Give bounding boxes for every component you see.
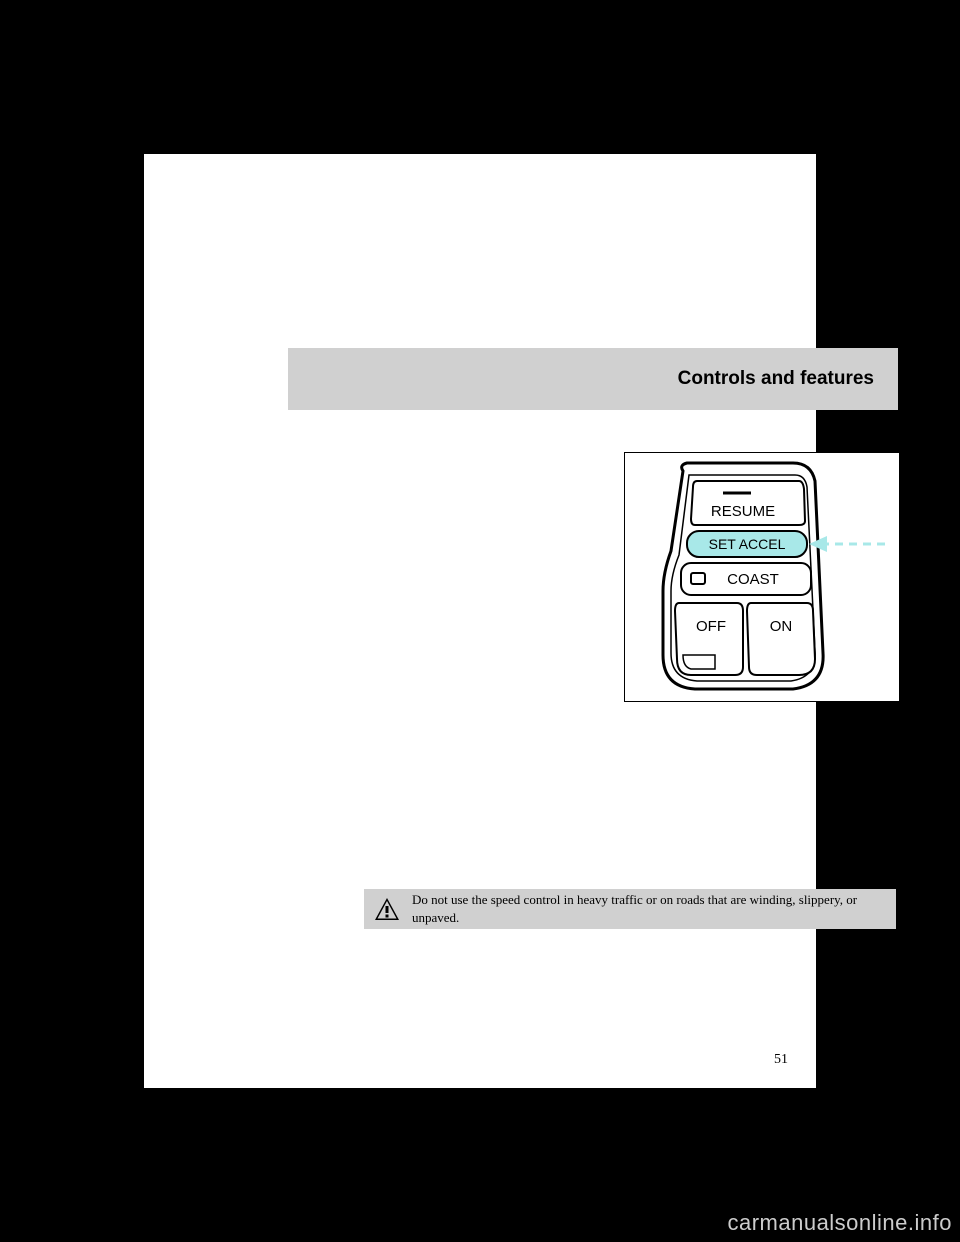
off-label: OFF [696,618,726,635]
warning-callout: Do not use the speed control in heavy tr… [364,889,896,929]
remote-illustration: RESUME SET ACCEL COAST OFF ON [625,453,901,703]
resume-label: RESUME [711,503,775,520]
speed-control-diagram: RESUME SET ACCEL COAST OFF ON [624,452,900,702]
warning-text: Do not use the speed control in heavy tr… [412,891,886,926]
coast-label: COAST [727,571,779,588]
on-label: ON [770,618,793,635]
on-button-shape [747,603,815,675]
section-title: Controls and features [678,368,874,390]
page-number: 51 [774,1052,788,1068]
set-accel-label: SET ACCEL [709,536,786,552]
section-header: Controls and features [288,348,898,410]
page-container: Controls and features RESUME SET ACCEL C… [144,154,816,1088]
warning-icon [374,897,400,921]
watermark: carmanualsonline.info [727,1210,952,1236]
